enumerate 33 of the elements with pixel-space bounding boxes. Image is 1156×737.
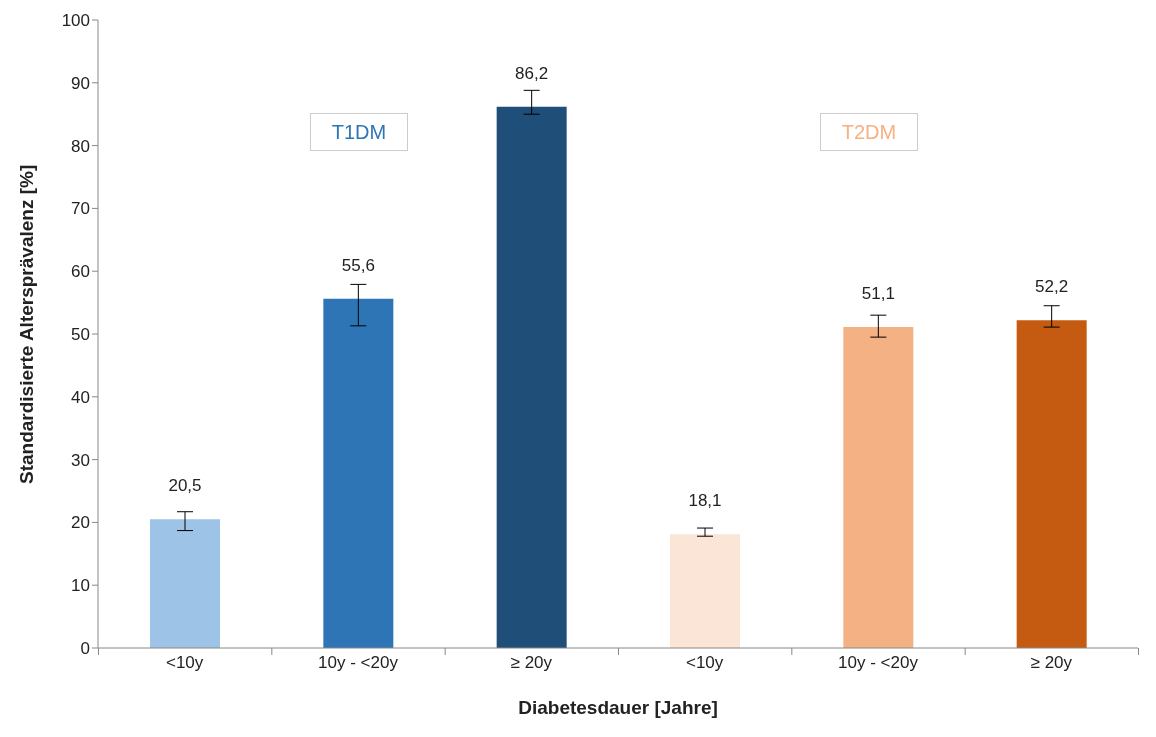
x-tick-label: ≥ 20y <box>510 653 553 673</box>
data-label: 52,2 <box>1035 277 1069 297</box>
annotation: T1DM <box>310 113 408 152</box>
x-tick-label: <10y <box>685 653 724 673</box>
bar <box>1016 320 1087 648</box>
y-tick-label: 20 <box>71 513 90 533</box>
y-tick-label: 10 <box>71 576 90 596</box>
x-tick-label: 10y - <20y <box>838 653 919 673</box>
x-tick-label: <10y <box>165 653 204 673</box>
y-tick-label: 40 <box>71 387 90 407</box>
data-label: 20,5 <box>168 476 202 496</box>
y-tick-label: 90 <box>71 73 90 93</box>
data-label: 18,1 <box>688 491 722 511</box>
x-tick-label: 10y - <20y <box>318 653 399 673</box>
x-axis-title: Diabetesdauer [Jahre] <box>518 697 718 718</box>
bar <box>843 327 914 648</box>
bar <box>670 534 740 648</box>
y-tick-label: 60 <box>71 262 90 282</box>
y-tick-label: 100 <box>61 11 90 31</box>
y-tick-label: 30 <box>71 450 90 470</box>
bar <box>323 298 394 648</box>
y-tick-label: 70 <box>71 199 90 219</box>
data-label: 86,2 <box>515 63 549 83</box>
annotation: T2DM <box>820 113 918 152</box>
y-tick-label: 80 <box>71 136 90 156</box>
y-tick-label: 50 <box>71 325 90 345</box>
y-axis-title: Standardisierte Altersprävalenz [%] <box>15 164 37 484</box>
data-label: 55,6 <box>341 255 375 275</box>
bar <box>496 106 567 648</box>
data-label: 51,1 <box>861 284 895 304</box>
x-tick-label: ≥ 20y <box>1030 653 1073 673</box>
y-tick-label: 0 <box>80 639 90 659</box>
bar <box>150 519 220 648</box>
